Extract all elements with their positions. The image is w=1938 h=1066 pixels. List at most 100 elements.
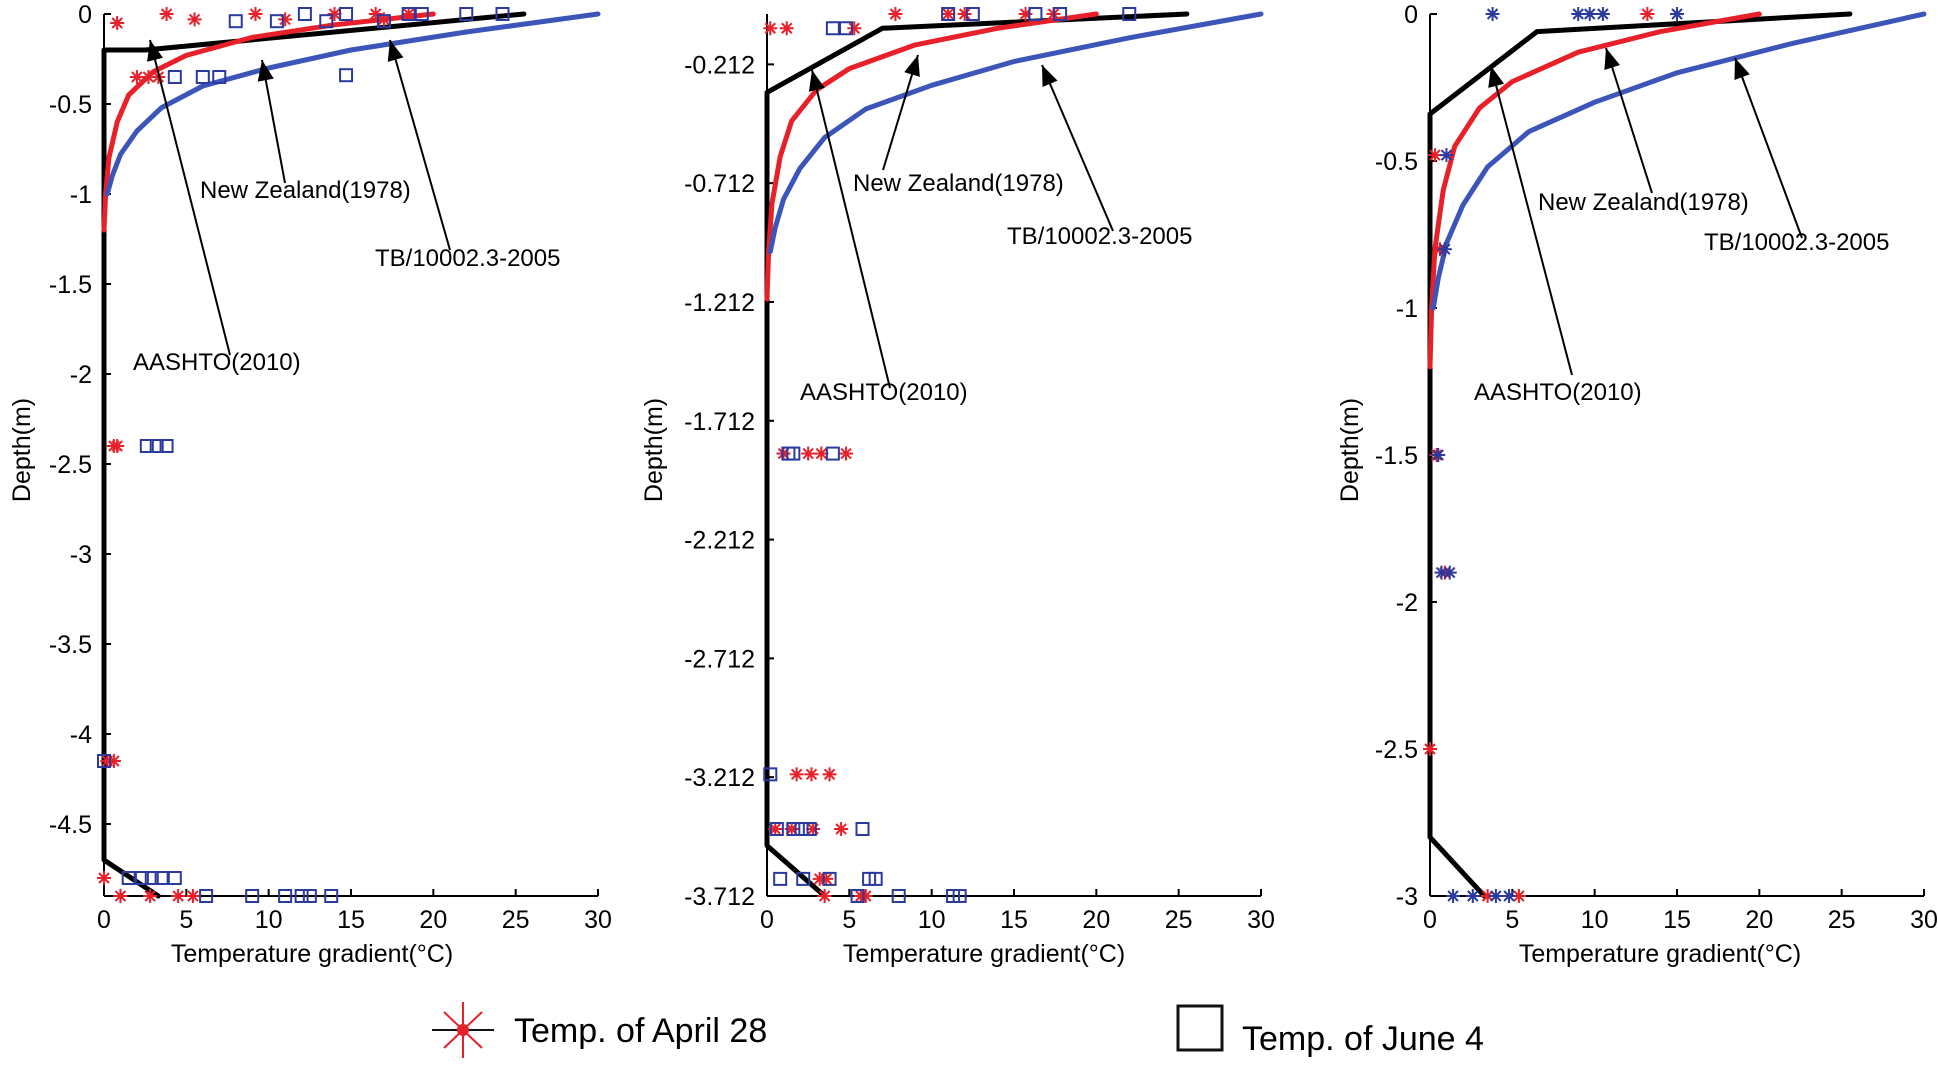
april-point <box>801 446 816 461</box>
april-point <box>763 21 778 36</box>
april-point <box>1640 7 1655 21</box>
june-point <box>839 21 854 36</box>
june-point <box>167 871 182 885</box>
april-point <box>817 889 832 903</box>
june-point <box>139 439 154 453</box>
june-point <box>1670 7 1684 21</box>
new-zealand-arrow <box>882 54 920 171</box>
april-point <box>858 889 873 903</box>
june-point <box>159 439 174 453</box>
april-point <box>185 889 200 903</box>
x-tick-label: 5 <box>179 906 193 934</box>
panel-2-annotation-tb: TB/10002.3-2005 <box>1007 223 1192 250</box>
april-point <box>97 871 111 885</box>
x-tick-label: 30 <box>584 906 612 934</box>
june-point <box>1595 7 1610 21</box>
panel-1: 0 5 10 15 20 25 30 0 -0.5 -1 -1.5 -2 -2.5 -3 -3.5 -4 -4.… <box>8 1 612 968</box>
y-tick-label: -1.5 <box>49 271 92 299</box>
tb-arrow <box>1734 57 1803 239</box>
panel-1-annotation-tb: TB/10002.3-2005 <box>375 245 560 272</box>
panel-2-plot-area: 0 5 10 15 20 25 30 -0.212 -0.712 -1.212 -1.712 -2.2… <box>684 7 1275 934</box>
panel-3-annotation-aashto: AASHTO(2010) <box>1474 379 1642 406</box>
y-tick-label: -0.5 <box>1375 148 1418 176</box>
aashto-arrow <box>1488 65 1573 376</box>
june-point <box>154 871 169 885</box>
panel-2-annotation-new-zealand: New Zealand(1978) <box>853 170 1064 197</box>
june-point <box>459 7 474 21</box>
april-point <box>248 7 263 21</box>
x-tick-label: 20 <box>1082 906 1110 934</box>
new-zealand-arrow <box>1604 47 1653 194</box>
april-point <box>106 439 121 453</box>
april-point <box>847 21 862 36</box>
y-tick-label: -4 <box>70 721 92 749</box>
x-tick-label: 0 <box>760 906 774 934</box>
x-tick-label: 10 <box>255 906 283 934</box>
june-point <box>297 7 312 21</box>
y-tick-label: -4.5 <box>49 811 92 839</box>
june-point <box>822 871 837 886</box>
y-tick-label: -0.5 <box>49 91 92 119</box>
june-point <box>802 821 817 836</box>
june-point <box>294 889 309 903</box>
y-tick-label: -1.5 <box>1375 442 1418 470</box>
x-tick-label: 15 <box>337 906 365 934</box>
april-point <box>819 871 834 886</box>
y-tick-label: -2.5 <box>49 451 92 479</box>
june-point <box>965 7 980 21</box>
june-point <box>195 70 210 84</box>
june-point <box>324 889 339 903</box>
x-tick-label: 10 <box>918 906 946 934</box>
june-point <box>941 7 956 21</box>
x-tick-label: 25 <box>1165 906 1193 934</box>
y-tick-label: -1.712 <box>684 408 755 436</box>
y-tick-label: -3 <box>1396 883 1418 911</box>
june-point <box>1439 148 1454 163</box>
aashto-arrow <box>147 39 231 356</box>
april-point <box>1427 148 1442 163</box>
panel-3-annotation-tb: TB/10002.3-2005 <box>1704 229 1889 256</box>
june-point <box>796 871 811 886</box>
panel-1-annotation-aashto: AASHTO(2010) <box>133 349 301 376</box>
june-point <box>199 889 214 903</box>
june-point <box>786 821 801 836</box>
y-tick-label: -3.212 <box>684 764 755 792</box>
x-tick-label: 0 <box>1423 906 1437 934</box>
june-point <box>339 68 354 83</box>
june-point <box>1028 7 1043 21</box>
tb-curve <box>1430 11 1927 311</box>
panel-1-y-axis-label: Depth(m) <box>8 398 36 502</box>
new-zealand-curve <box>764 11 1099 302</box>
panel-2: 0 5 10 15 20 25 30 -0.212 -0.712 -1.212 -1.712 -2.2… <box>640 7 1275 968</box>
june-point <box>855 821 870 836</box>
y-tick-label: -2.5 <box>1375 736 1418 764</box>
june-point <box>414 7 429 21</box>
april-point <box>1511 889 1526 903</box>
x-tick-label: 5 <box>842 906 856 934</box>
y-tick-label: -1 <box>70 181 92 209</box>
april-point <box>822 767 837 782</box>
june-point <box>1446 889 1461 903</box>
april-point <box>171 889 186 903</box>
june-point <box>763 767 778 782</box>
legend: Temp. of April 28 Temp. of June 4 <box>432 1002 1484 1058</box>
y-tick-label: -1 <box>1396 295 1418 323</box>
x-tick-label: 10 <box>1581 906 1609 934</box>
june-point <box>228 14 243 29</box>
june-point <box>149 439 164 453</box>
april-point <box>113 889 128 903</box>
aashto-curve <box>764 11 1190 899</box>
x-tick-label: 30 <box>1247 906 1275 934</box>
panel-2-x-axis-label: Temperature gradient(°C) <box>843 940 1125 968</box>
y-tick-label: -2.712 <box>684 645 755 673</box>
panel-3-x-axis-label: Temperature gradient(°C) <box>1519 940 1801 968</box>
june-point <box>245 889 260 903</box>
june-point <box>786 446 801 461</box>
june-point <box>278 889 293 903</box>
x-tick-label: 20 <box>419 906 447 934</box>
tb-curve <box>767 11 1264 255</box>
april-point <box>779 21 794 36</box>
june-point <box>269 14 284 29</box>
june-point <box>850 889 865 903</box>
